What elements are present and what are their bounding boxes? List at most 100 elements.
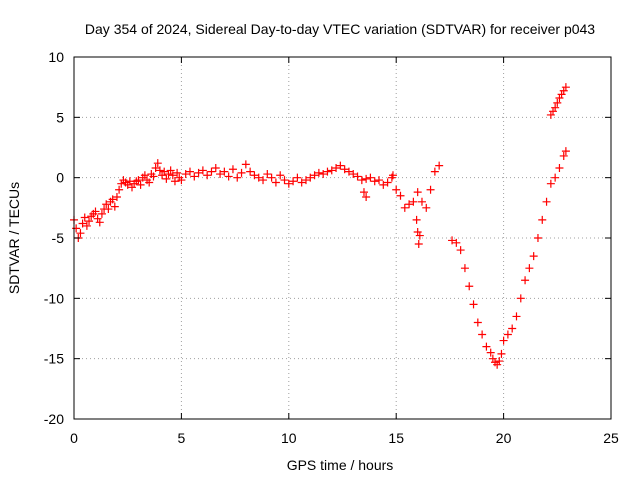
data-point: [405, 200, 414, 209]
data-point: [207, 167, 216, 176]
data-point: [349, 170, 358, 179]
data-point: [497, 349, 506, 358]
data-point: [319, 170, 328, 179]
data-point: [512, 312, 521, 321]
data-point: [323, 167, 332, 176]
data-point: [228, 165, 237, 174]
data-point: [289, 177, 298, 186]
data-point: [80, 213, 89, 222]
data-point: [383, 178, 392, 187]
data-point: [499, 336, 508, 345]
data-point: [482, 342, 491, 351]
series-sdtvar-isolated: [359, 171, 424, 249]
data-point: [267, 173, 276, 182]
series-sdtvar: [70, 159, 444, 242]
data-point: [503, 330, 512, 339]
data-point: [430, 167, 439, 176]
x-tick-label: 5: [178, 430, 186, 446]
data-point: [465, 282, 474, 291]
data-point: [173, 168, 182, 177]
data-point: [211, 164, 220, 173]
data-point: [237, 168, 246, 177]
data-point: [529, 252, 538, 261]
data-point: [478, 330, 487, 339]
data-point: [409, 197, 418, 206]
data-point: [417, 197, 426, 206]
data-point: [203, 171, 212, 180]
data-point: [538, 215, 547, 224]
data-point: [153, 159, 162, 168]
data-point: [469, 300, 478, 309]
data-point: [155, 166, 164, 175]
ticks-layer: 0 5 10 15 20 25 10 5 0 -5 -10 -15 -20: [44, 49, 619, 446]
data-point: [448, 236, 457, 245]
data-point: [224, 172, 233, 181]
data-point: [216, 170, 225, 179]
data-point: [280, 176, 289, 185]
series-sdtvar-upper: [546, 83, 570, 119]
data-point: [140, 171, 149, 180]
data-point: [553, 98, 562, 107]
series-sdtvar-late: [448, 147, 570, 369]
data-point: [181, 170, 190, 179]
data-point: [508, 324, 517, 333]
data-point: [357, 176, 366, 185]
data-point: [284, 179, 293, 188]
data-point: [233, 173, 242, 182]
data-point: [414, 240, 423, 249]
data-point: [314, 168, 323, 177]
data-point: [327, 166, 336, 175]
data-point: [110, 202, 119, 211]
data-point: [561, 147, 570, 156]
data-point: [190, 172, 199, 181]
data-point: [415, 231, 424, 240]
y-tick-label: 0: [56, 170, 64, 186]
data-point: [525, 264, 534, 273]
data-point: [76, 229, 85, 238]
data-point: [486, 348, 495, 357]
data-point: [168, 171, 177, 180]
data-point: [344, 167, 353, 176]
data-point: [254, 173, 263, 182]
y-axis-label: SDTVAR / TECUs: [6, 182, 22, 294]
x-tick-label: 10: [281, 430, 297, 446]
x-tick-label: 15: [388, 430, 404, 446]
data-point: [112, 192, 121, 201]
data-point: [332, 164, 341, 173]
x-tick-label: 0: [70, 430, 78, 446]
grid-layer: [74, 57, 611, 419]
data-point: [95, 218, 104, 227]
data-point: [151, 164, 160, 173]
data-point: [362, 192, 371, 201]
data-point: [473, 318, 482, 327]
data-point: [551, 103, 560, 112]
data-point: [400, 203, 409, 212]
data-point: [340, 165, 349, 174]
data-point: [102, 200, 111, 209]
data-point: [198, 166, 207, 175]
y-tick-label: -10: [44, 290, 64, 306]
data-point: [362, 174, 371, 183]
data-point: [310, 171, 319, 180]
data-point: [375, 176, 384, 185]
data-point: [82, 221, 91, 230]
data-point: [516, 294, 525, 303]
data-point: [115, 185, 124, 194]
data-point: [533, 234, 542, 242]
data-point: [559, 151, 568, 160]
data-point: [185, 167, 194, 176]
data-point: [259, 176, 268, 185]
y-tick-label: -15: [44, 351, 64, 367]
data-point: [271, 178, 280, 187]
data-point: [422, 203, 431, 212]
data-point: [97, 209, 106, 218]
data-point: [85, 217, 94, 226]
data-point: [495, 357, 504, 366]
data-point: [542, 197, 551, 206]
x-axis-label: GPS time / hours: [287, 457, 394, 473]
data-point: [166, 166, 175, 175]
data-point: [370, 177, 379, 186]
